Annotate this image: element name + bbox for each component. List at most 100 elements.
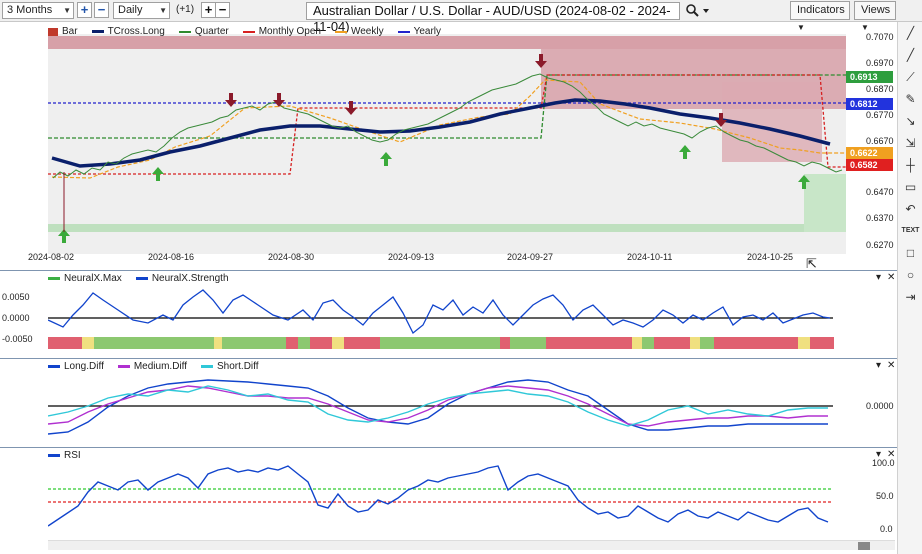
zoom-in-button[interactable]: +: [77, 2, 92, 18]
horizontal-scrollbar[interactable]: [48, 540, 895, 550]
legend-label: Medium.Diff: [134, 361, 187, 372]
neuralx-max-bar: [48, 337, 834, 349]
chevron-down-icon: ▼: [159, 3, 167, 18]
rsi-axis-label: 50.0: [876, 491, 894, 501]
close-panel-button[interactable]: ✕: [887, 360, 895, 371]
indicators-button[interactable]: Indicators ▼: [790, 1, 850, 20]
pencil-icon[interactable]: ✎: [901, 90, 920, 108]
legend-long-diff[interactable]: Long.Diff: [48, 361, 104, 372]
crosshair-icon[interactable]: ┼: [901, 156, 920, 174]
ray-icon[interactable]: ⟋: [901, 68, 920, 86]
rectangle-icon[interactable]: □: [901, 244, 920, 262]
scrollbar-thumb[interactable]: [858, 542, 870, 550]
undo-icon[interactable]: ↶: [901, 200, 920, 218]
line-tool-icon[interactable]: ╱: [901, 24, 920, 42]
swatch: [118, 365, 130, 368]
swatch: [48, 365, 60, 368]
date-axis-label: 2024-10-11: [627, 252, 672, 262]
long-diff-line: [48, 380, 828, 434]
price-tag-weekly: 0.6622: [846, 147, 893, 159]
main-legend: Bar TCross.Long Quarter Monthly Open Wee…: [48, 26, 455, 37]
measure-icon[interactable]: ⇲: [901, 134, 920, 152]
legend-label: Long.Diff: [64, 361, 104, 372]
swatch: [48, 454, 60, 457]
arrow-icon[interactable]: ↘: [901, 112, 920, 130]
neural-legend: NeuralX.Max NeuralX.Strength: [48, 273, 243, 284]
swatch: [243, 31, 255, 33]
text-icon[interactable]: TEXT: [901, 222, 920, 240]
zoom-out-button[interactable]: −: [94, 2, 109, 18]
close-panel-button[interactable]: ✕: [887, 272, 895, 283]
legend-weekly[interactable]: Weekly: [335, 26, 384, 37]
search-button[interactable]: [685, 3, 711, 19]
date-axis-label: 2024-08-02: [28, 252, 74, 262]
collapse-panel-button[interactable]: ▾: [876, 272, 881, 283]
swatch: [179, 31, 191, 33]
legend-label: NeuralX.Max: [64, 273, 122, 284]
legend-label: Monthly Open: [259, 26, 321, 37]
price-axis-label: 0.6870: [866, 84, 894, 94]
panel-divider: [0, 358, 897, 359]
legend-tcross-long[interactable]: TCross.Long: [92, 26, 165, 37]
date-axis-label: 2024-08-30: [268, 252, 314, 262]
views-button[interactable]: Views ▼: [854, 1, 896, 20]
price-axis-label: 0.6970: [866, 58, 894, 68]
price-axis-label: 0.6270: [866, 240, 894, 250]
neuralx-strength-line: [48, 290, 830, 333]
legend-yearly[interactable]: Yearly: [398, 26, 441, 37]
diff-chart[interactable]: [48, 372, 848, 444]
price-axis-label: 0.6370: [866, 213, 894, 223]
offset-label: (+1): [176, 4, 194, 15]
rsi-line: [48, 466, 828, 526]
note-icon[interactable]: ▭: [901, 178, 920, 196]
interval-select-value: Daily: [118, 4, 142, 16]
legend-neuralx-max[interactable]: NeuralX.Max: [48, 273, 122, 284]
legend-monthly-open[interactable]: Monthly Open: [243, 26, 321, 37]
circle-icon[interactable]: ○: [901, 266, 920, 284]
swatch: [201, 365, 213, 368]
price-chart[interactable]: [0, 22, 897, 270]
arrow-right-icon[interactable]: ⇥: [901, 288, 920, 306]
rsi-chart[interactable]: [48, 460, 848, 538]
legend-bar[interactable]: Bar: [48, 26, 78, 37]
legend-neuralx-strength[interactable]: NeuralX.Strength: [136, 273, 229, 284]
legend-quarter[interactable]: Quarter: [179, 26, 229, 37]
panel-divider: [0, 270, 897, 271]
price-tag-monthly: 0.6582: [846, 159, 893, 171]
price-axis-label: 0.6770: [866, 110, 894, 120]
remove-offset-button[interactable]: −: [215, 2, 230, 18]
views-label: Views: [861, 4, 890, 16]
add-offset-button[interactable]: +: [201, 2, 216, 18]
price-axis-label: 0.6670: [866, 136, 894, 146]
legend-label: Bar: [62, 26, 78, 37]
neural-axis-label: -0.0050: [2, 334, 33, 344]
legend-label: Yearly: [414, 26, 441, 37]
price-tag-quarter: 0.6913: [846, 71, 893, 83]
collapse-panel-button[interactable]: ▾: [876, 449, 881, 460]
diff-axis-label: 0.0000: [866, 401, 894, 411]
legend-short-diff[interactable]: Short.Diff: [201, 361, 259, 372]
date-axis-label: 2024-09-13: [388, 252, 434, 262]
swatch: [136, 277, 148, 280]
collapse-panel-button[interactable]: ▾: [876, 360, 881, 371]
date-axis-label: 2024-10-25: [747, 252, 793, 262]
swatch: [92, 30, 104, 33]
neuralx-chart[interactable]: [48, 285, 848, 353]
date-axis-label: 2024-08-16: [148, 252, 194, 262]
indicators-label: Indicators: [797, 4, 845, 16]
horizontal-line-icon[interactable]: ╱: [901, 46, 920, 64]
range-select[interactable]: 3 Months ▼: [2, 2, 74, 19]
close-panel-button[interactable]: ✕: [887, 449, 895, 460]
panel-divider: [0, 447, 897, 448]
swatch: [48, 277, 60, 280]
interval-select[interactable]: Daily ▼: [113, 2, 170, 19]
range-select-value: 3 Months: [7, 4, 52, 16]
search-icon: [685, 3, 711, 19]
symbol-title-field[interactable]: Australian Dollar / U.S. Dollar - AUD/US…: [306, 2, 680, 20]
legend-label: Weekly: [351, 26, 384, 37]
toolbar: 3 Months ▼ + − Daily ▼ (+1) + − Australi…: [0, 0, 922, 22]
legend-label: TCross.Long: [108, 26, 165, 37]
legend-medium-diff[interactable]: Medium.Diff: [118, 361, 187, 372]
legend-label: NeuralX.Strength: [152, 273, 229, 284]
rsi-axis-label: 0.0: [880, 524, 893, 534]
